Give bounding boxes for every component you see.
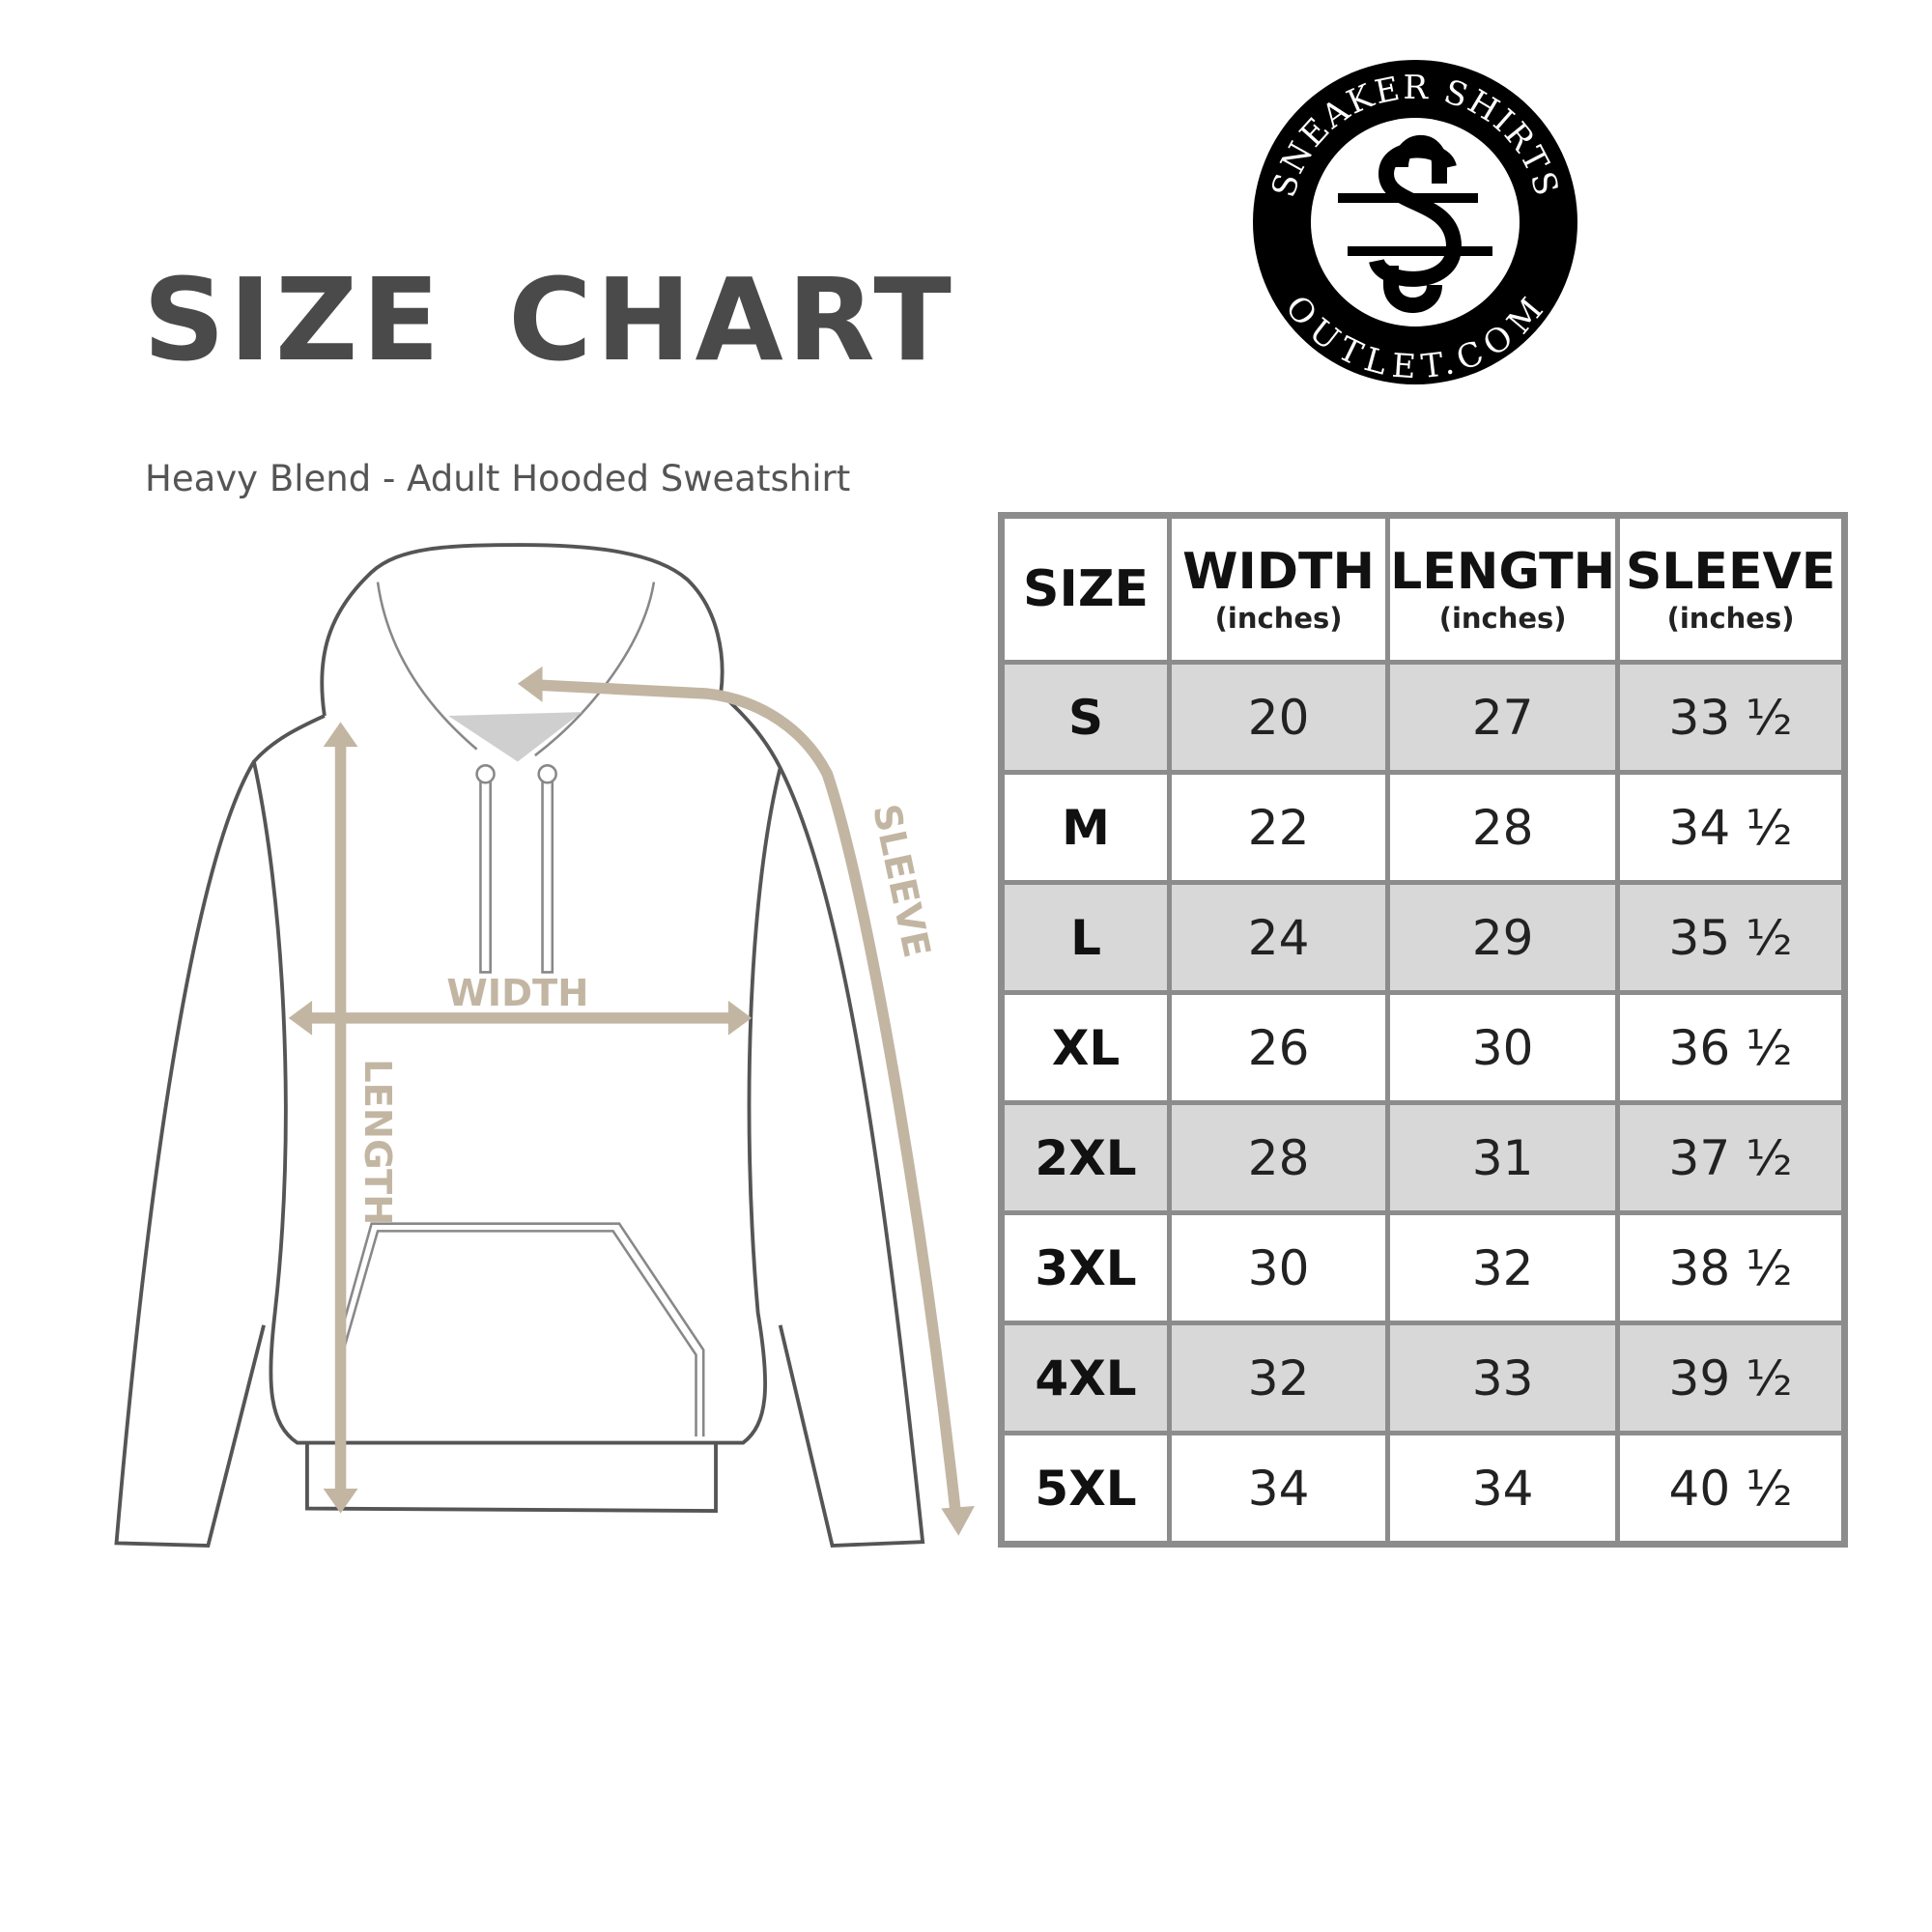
cell-width: 32 (1167, 1321, 1391, 1435)
header-sleeve: SLEEVE (inches) (1615, 513, 1847, 665)
cell-size: 2XL (998, 1100, 1173, 1215)
table-header-row: SIZE WIDTH (inches) LENGTH (inches) SLEEVE… (998, 513, 1847, 665)
cell-length: 32 (1385, 1210, 1621, 1325)
cell-width: 30 (1167, 1210, 1391, 1325)
hoodie-outline (114, 543, 925, 1548)
table-row: L 24 29 35 ½ (998, 880, 1847, 995)
cell-sleeve: 34 ½ (1615, 770, 1847, 885)
page-title: SIZE CHART (143, 253, 955, 386)
table-row: 3XL 30 32 38 ½ (998, 1210, 1847, 1325)
cell-length: 31 (1385, 1100, 1621, 1215)
cell-sleeve: 38 ½ (1615, 1210, 1847, 1325)
cell-size: XL (998, 990, 1173, 1105)
monogram-icon (1338, 134, 1492, 313)
cell-sleeve: 40 ½ (1615, 1431, 1847, 1547)
brand-logo: SNEAKER SHIRTS OUTLET.COM (1253, 60, 1577, 387)
length-label: LENGTH (355, 1059, 399, 1225)
table-row: M 22 28 34 ½ (998, 770, 1847, 885)
cell-sleeve: 39 ½ (1615, 1321, 1847, 1435)
cell-length: 33 (1385, 1321, 1621, 1435)
cell-length: 28 (1385, 770, 1621, 885)
product-subtitle: Heavy Blend - Adult Hooded Sweatshirt (145, 458, 851, 499)
cell-size: M (998, 770, 1173, 885)
cell-width: 24 (1167, 880, 1391, 995)
table-row: 2XL 28 31 37 ½ (998, 1100, 1847, 1215)
cell-width: 28 (1167, 1100, 1391, 1215)
cell-length: 29 (1385, 880, 1621, 995)
cell-width: 20 (1167, 660, 1391, 775)
header-size: SIZE (998, 513, 1173, 665)
table-row: 5XL 34 34 40 ½ (998, 1431, 1847, 1547)
cell-size: S (998, 660, 1173, 775)
cell-size: 3XL (998, 1210, 1173, 1325)
cell-length: 27 (1385, 660, 1621, 775)
size-table: SIZE WIDTH (inches) LENGTH (inches) SLEEVE… (998, 512, 1848, 1548)
cell-sleeve: 33 ½ (1615, 660, 1847, 775)
cell-size: 4XL (998, 1321, 1173, 1435)
cell-size: 5XL (998, 1431, 1173, 1547)
cell-sleeve: 37 ½ (1615, 1100, 1847, 1215)
sleeve-arrow (534, 679, 962, 1519)
cell-width: 34 (1167, 1431, 1391, 1547)
cell-width: 22 (1167, 770, 1391, 885)
header-length: LENGTH (inches) (1385, 513, 1621, 665)
table-row: 4XL 32 33 39 ½ (998, 1321, 1847, 1435)
cell-length: 34 (1385, 1431, 1621, 1547)
cell-length: 30 (1385, 990, 1621, 1105)
arrow-heads (288, 666, 975, 1536)
sleeve-label: SLEEVE (864, 801, 938, 962)
cell-sleeve: 35 ½ (1615, 880, 1847, 995)
cell-size: L (998, 880, 1173, 995)
measurement-arrows (303, 679, 962, 1519)
neckline-shade (448, 712, 582, 762)
cell-sleeve: 36 ½ (1615, 990, 1847, 1105)
header-width: WIDTH (inches) (1167, 513, 1391, 665)
table-row: S 20 27 33 ½ (998, 660, 1847, 775)
table-row: XL 26 30 36 ½ (998, 990, 1847, 1105)
cell-width: 26 (1167, 990, 1391, 1105)
width-label: WIDTH (446, 972, 588, 1015)
